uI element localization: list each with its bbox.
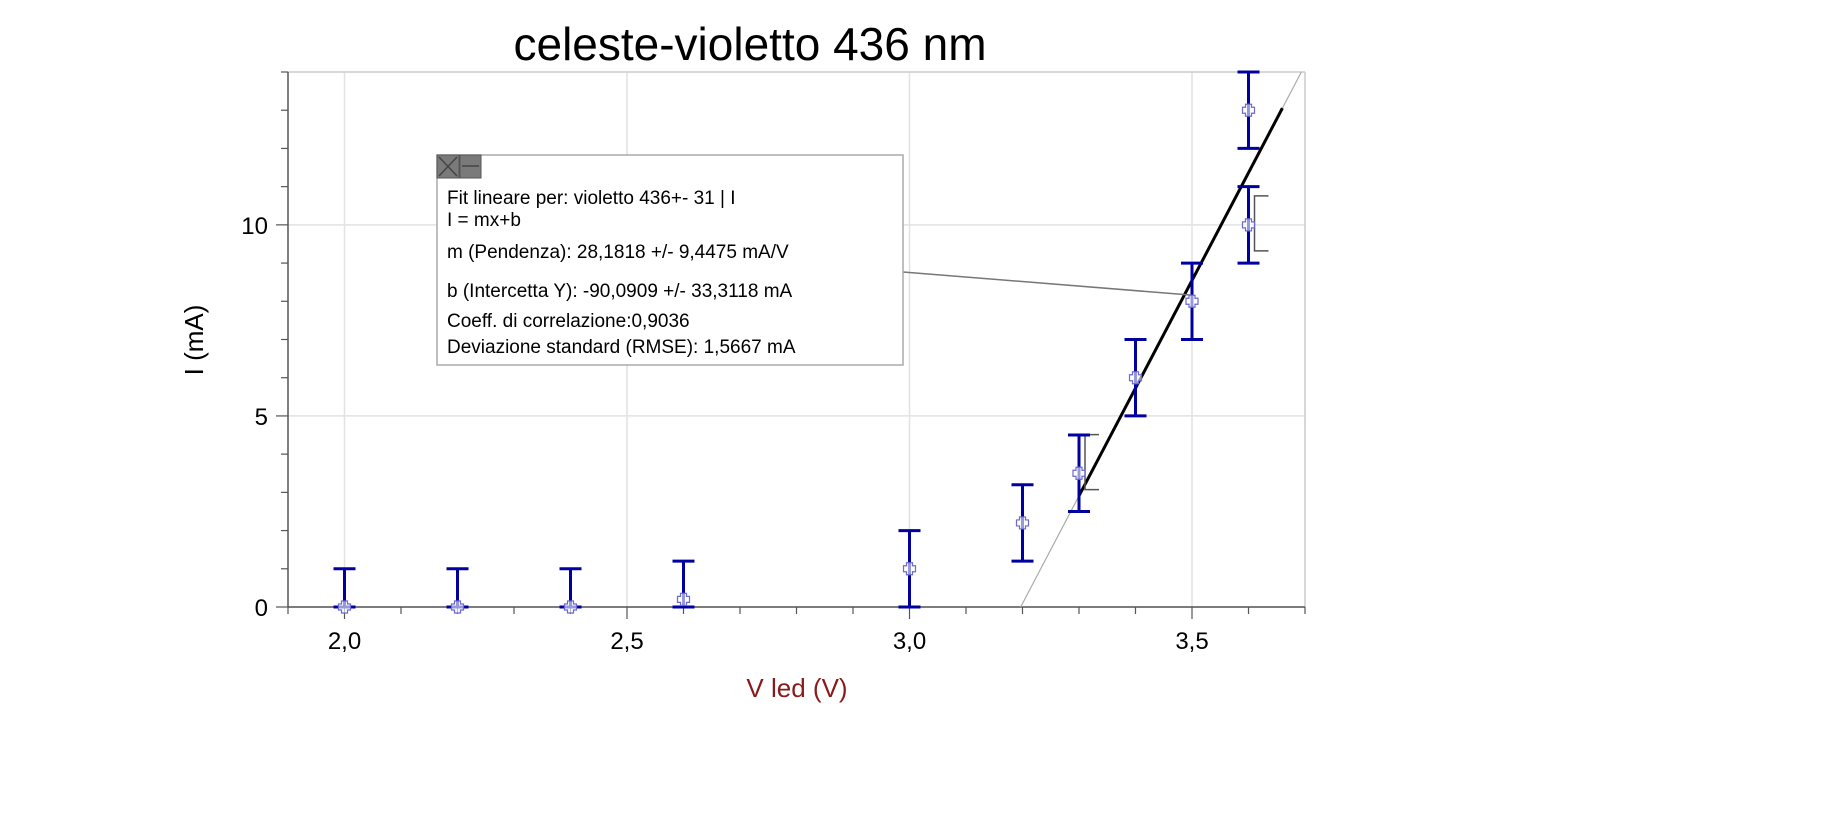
annotation-line: I = mx+b: [447, 210, 521, 231]
annotation-leader-line: [902, 271, 1191, 296]
data-point: [559, 567, 582, 614]
fit-range-bracket: [1253, 195, 1269, 252]
close-icon[interactable]: [436, 154, 460, 179]
data-point: [898, 529, 921, 609]
annotation-box: [436, 154, 904, 366]
point-marker: [450, 600, 465, 614]
point-marker: [1015, 516, 1030, 530]
y-tick-labels: 0 5 10: [241, 213, 268, 622]
minimize-icon[interactable]: [459, 154, 482, 179]
fit-line-group: [1020, 71, 1302, 608]
data-point: [1068, 433, 1090, 513]
y-tick-label: 5: [255, 404, 268, 431]
x-tick-label: 3,0: [893, 628, 926, 655]
point-marker: [1128, 371, 1143, 385]
annotation-line: b (Intercetta Y): -90,0909 +/- 33,3118 m…: [447, 281, 793, 302]
x-tick-labels: 2,0 2,5 3,0 3,5: [328, 628, 1209, 655]
y-axis-label: I (mA): [179, 305, 209, 376]
annotation-line: Deviazione standard (RMSE): 1,5667 mA: [447, 337, 796, 358]
data-point: [672, 559, 695, 609]
point-marker: [676, 592, 691, 606]
fit-line: [1077, 107, 1284, 497]
fit-annotation-box[interactable]: Fit lineare per: violetto 436+- 31 | I I…: [436, 154, 1191, 366]
data-point: [1237, 185, 1260, 265]
x-tick-label: 2,0: [328, 628, 361, 655]
x-axis-label: V led (V): [746, 673, 847, 703]
point-marker: [1185, 294, 1199, 308]
x-tick-label: 3,5: [1175, 628, 1208, 655]
fit-range-bracket: [1084, 433, 1099, 491]
y-tick-label: 0: [255, 595, 268, 622]
data-points: [333, 70, 1260, 614]
annotation-line: Coeff. di correlazione:0,9036: [447, 311, 690, 332]
x-tick-label: 2,5: [610, 628, 643, 655]
data-point: [1181, 261, 1203, 341]
y-tick-label: 10: [241, 213, 268, 240]
data-point: [1011, 483, 1034, 563]
point-marker: [1241, 103, 1256, 117]
annotation-line: m (Pendenza): 28,1818 +/- 9,4475 mA/V: [447, 242, 789, 263]
data-point: [1124, 338, 1147, 418]
point-marker: [1241, 218, 1256, 232]
point-marker: [563, 600, 578, 614]
data-point: [446, 567, 469, 614]
annotation-line: Fit lineare per: violetto 436+- 31 | I: [447, 188, 736, 209]
point-marker: [902, 562, 917, 576]
data-point: [1237, 70, 1260, 150]
point-marker: [1072, 466, 1086, 480]
chart-title: celeste-violetto 436 nm: [513, 18, 986, 70]
data-point: [333, 567, 356, 614]
point-marker: [337, 600, 352, 614]
